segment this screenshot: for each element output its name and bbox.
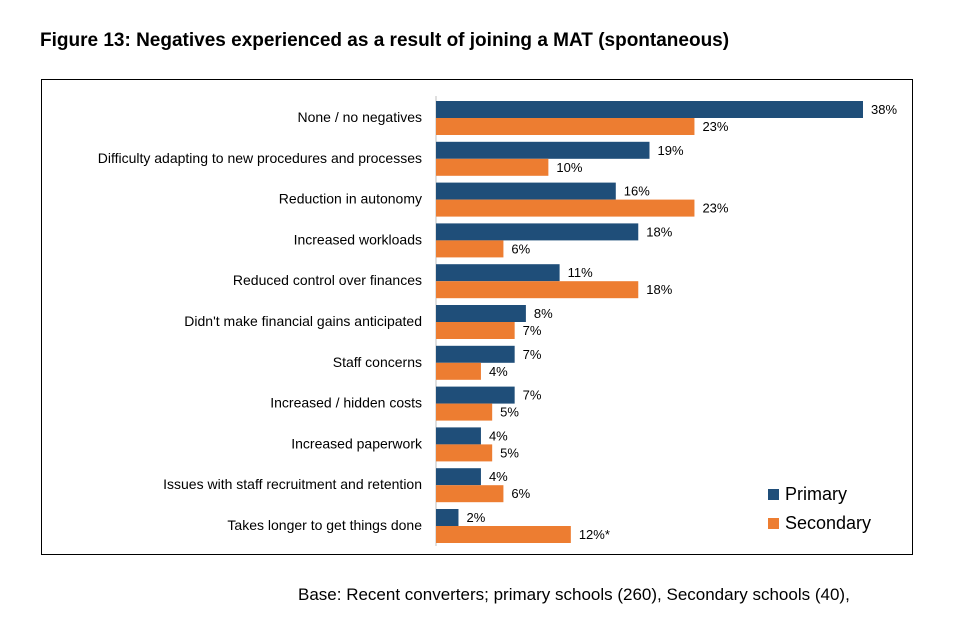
data-label-secondary: 4%	[489, 364, 508, 379]
data-label-secondary: 12%*	[579, 527, 610, 542]
bar-primary	[436, 305, 526, 322]
bar-secondary	[436, 322, 515, 339]
bar-secondary	[436, 199, 695, 217]
bar-primary	[436, 223, 639, 241]
data-label-primary: 38%	[871, 102, 897, 117]
bar-primary	[436, 386, 515, 404]
bar-secondary	[436, 485, 504, 503]
data-label-secondary: 6%	[511, 241, 530, 256]
data-label-secondary: 5%	[500, 445, 519, 460]
category-label: Takes longer to get things done	[227, 517, 422, 533]
data-label-secondary: 5%	[500, 405, 519, 420]
data-label-secondary: 10%	[556, 160, 582, 175]
category-label: None / no negatives	[297, 109, 422, 125]
data-label-primary: 16%	[624, 184, 650, 199]
bar-secondary	[436, 118, 695, 135]
category-label: Reduction in autonomy	[279, 191, 422, 207]
data-label-primary: 18%	[646, 224, 672, 239]
data-label-primary: 11%	[568, 265, 593, 280]
bar-primary	[436, 182, 616, 200]
bar-secondary	[436, 158, 549, 176]
category-label: Staff concerns	[333, 354, 422, 370]
chart-frame	[41, 79, 913, 555]
bar-secondary	[436, 240, 504, 258]
bar-primary	[436, 509, 459, 526]
category-label: Increased / hidden costs	[270, 395, 422, 411]
data-label-primary: 8%	[534, 306, 553, 321]
data-label-secondary: 6%	[511, 486, 530, 501]
bar-secondary	[436, 362, 481, 380]
data-label-primary: 4%	[489, 469, 508, 484]
data-label-primary: 2%	[466, 510, 485, 525]
figure-title: Figure 13: Negatives experienced as a re…	[40, 30, 730, 51]
data-label-primary: 19%	[658, 143, 684, 158]
data-label-primary: 7%	[523, 388, 542, 403]
bar-primary	[436, 101, 863, 118]
category-label: Didn't make financial gains anticipated	[184, 313, 422, 329]
data-label-secondary: 23%	[702, 119, 728, 134]
legend-label-secondary: Secondary	[785, 513, 871, 533]
legend-swatch-primary	[768, 489, 779, 500]
category-label: Difficulty adapting to new procedures an…	[98, 150, 422, 166]
data-label-secondary: 7%	[523, 323, 542, 338]
category-label: Reduced control over finances	[233, 272, 422, 288]
bar-secondary	[436, 444, 493, 462]
legend-label-primary: Primary	[785, 484, 847, 504]
data-label-secondary: 23%	[702, 201, 728, 216]
bar-primary	[436, 141, 650, 159]
bar-primary	[436, 468, 481, 486]
bar-primary	[436, 427, 481, 445]
data-label-secondary: 18%	[646, 282, 672, 297]
base-note: Base: Recent converters; primary schools…	[298, 585, 850, 604]
legend-swatch-secondary	[768, 518, 779, 529]
category-label: Increased paperwork	[291, 435, 423, 451]
data-label-primary: 7%	[523, 347, 542, 362]
data-label-primary: 4%	[489, 428, 508, 443]
category-label: Issues with staff recruitment and retent…	[163, 476, 422, 492]
bar-secondary	[436, 526, 571, 543]
bar-primary	[436, 264, 560, 282]
bar-primary	[436, 345, 515, 363]
category-label: Increased workloads	[294, 231, 422, 247]
bar-secondary	[436, 281, 639, 299]
bar-secondary	[436, 403, 493, 421]
